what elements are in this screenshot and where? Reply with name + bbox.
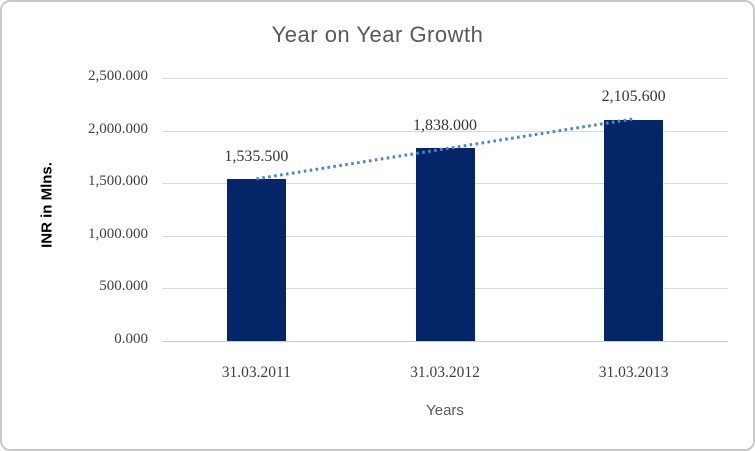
gridline <box>162 78 728 79</box>
y-tick-label: 2,000.000 <box>88 120 148 137</box>
x-tick-label: 31.03.2013 <box>598 364 669 381</box>
bar-31.03.2013 <box>604 119 664 341</box>
y-tick-label: 2,500.000 <box>88 68 148 84</box>
chart-title: Year on Year Growth <box>271 22 484 47</box>
plot-area: 1,535.500 1,838.000 2,105.600 <box>162 78 728 342</box>
y-axis-tick-labels: 0.000 500.000 1,000.000 1,500.000 2,000.000 2… <box>2 68 148 347</box>
y-tick-label: 1,000.000 <box>88 225 148 242</box>
y-tick-label: 1,500.000 <box>88 173 148 190</box>
x-axis-title: Years <box>426 402 464 419</box>
bar-31.03.2011 <box>226 179 286 341</box>
x-tick-label: 31.03.2011 <box>221 364 291 381</box>
x-axis-line <box>162 341 728 342</box>
y-tick-label: 500.000 <box>99 278 148 295</box>
data-label: 1,535.500 <box>224 148 289 166</box>
bar-31.03.2012 <box>415 147 475 341</box>
x-axis-tick-labels: 31.03.2011 31.03.2012 31.03.2013 <box>162 364 728 384</box>
x-tick-label: 31.03.2012 <box>410 364 480 381</box>
data-label: 2,105.600 <box>601 88 666 106</box>
data-label: 1,838.000 <box>413 116 477 134</box>
y-tick-label: 0.000 <box>114 331 148 347</box>
